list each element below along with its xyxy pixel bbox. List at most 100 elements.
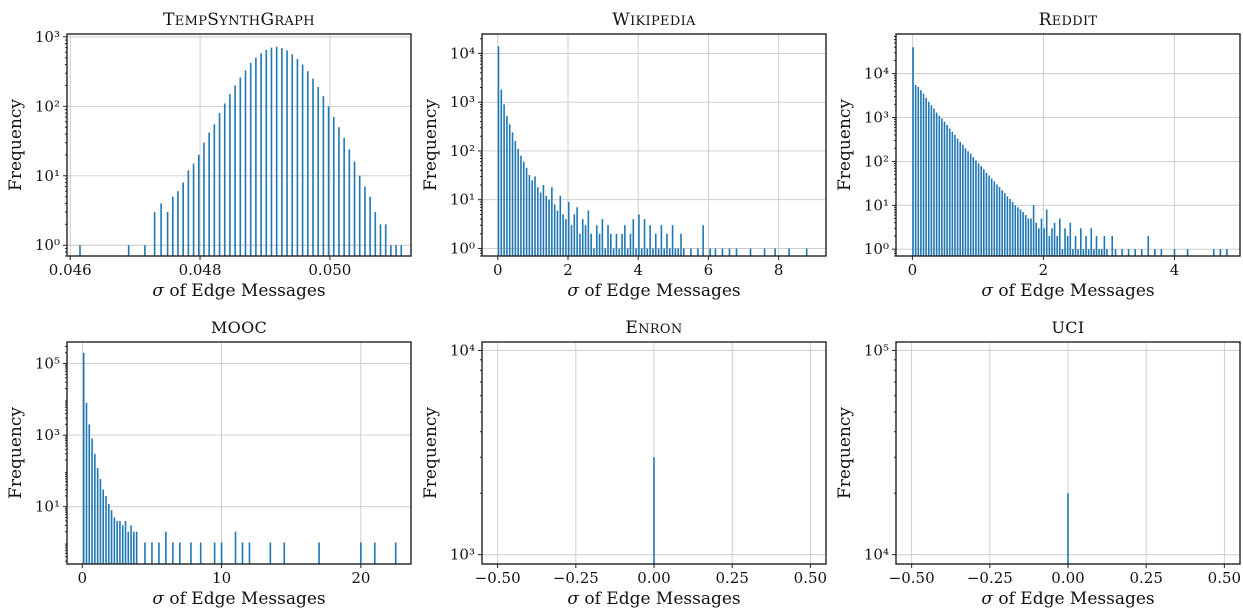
histogram-bar bbox=[312, 78, 314, 256]
histogram-bar bbox=[1082, 249, 1085, 256]
histogram-bar bbox=[988, 175, 990, 256]
histogram-bar bbox=[624, 225, 626, 256]
histogram-bar bbox=[220, 542, 223, 564]
x-axis-label: σ of Edge Messages bbox=[981, 589, 1154, 609]
subplot-title: WIKIPEDIA bbox=[612, 10, 696, 30]
histogram-bar bbox=[218, 113, 221, 256]
histogram-bar bbox=[1093, 249, 1095, 256]
axes-frame bbox=[66, 341, 412, 565]
y-axis-label: Frequency bbox=[835, 99, 855, 191]
histogram-bar bbox=[728, 248, 731, 256]
y-axis-label: Frequency bbox=[421, 407, 441, 499]
histogram-bar bbox=[265, 49, 268, 257]
histogram-bar bbox=[534, 176, 536, 256]
histogram-bar bbox=[506, 116, 508, 256]
histogram-bar bbox=[1051, 228, 1053, 256]
x-axis-label: σ of Edge Messages bbox=[567, 281, 740, 301]
histogram-bar bbox=[788, 248, 790, 256]
y-tick-label: 10⁰ bbox=[35, 236, 60, 254]
histogram-bar bbox=[105, 495, 107, 564]
histogram-bar bbox=[1095, 235, 1098, 256]
histogram-bar bbox=[166, 212, 169, 256]
histogram-bar bbox=[654, 233, 657, 256]
histogram-bar bbox=[281, 48, 283, 256]
histogram-bar bbox=[714, 248, 717, 256]
y-tick-label: 10² bbox=[35, 97, 60, 115]
histogram-bar bbox=[364, 186, 366, 256]
histogram-bar bbox=[542, 185, 545, 256]
histogram-bar bbox=[553, 204, 556, 256]
histogram-bar bbox=[177, 191, 179, 256]
histogram-bar bbox=[343, 138, 345, 256]
histogram-bar bbox=[208, 132, 210, 256]
histogram-bar bbox=[127, 245, 130, 256]
histogram-bar bbox=[638, 214, 640, 256]
histogram-bar bbox=[666, 233, 668, 256]
y-axis-label: Frequency bbox=[835, 407, 855, 499]
histogram-bar bbox=[400, 245, 403, 256]
histogram-bar bbox=[497, 46, 500, 256]
histogram-bar bbox=[322, 96, 325, 257]
x-tick-label: 0.046 bbox=[49, 261, 92, 279]
histogram-bar bbox=[503, 104, 505, 257]
histogram-bar bbox=[500, 89, 503, 256]
histogram-bar bbox=[116, 520, 118, 564]
histogram-bar bbox=[951, 131, 954, 256]
histogram-bar bbox=[774, 248, 776, 256]
histogram-bar bbox=[548, 199, 550, 256]
histogram-bar bbox=[1059, 218, 1061, 256]
histogram-bar bbox=[610, 233, 612, 256]
histogram-bar bbox=[286, 50, 288, 257]
y-tick-label: 10⁴ bbox=[450, 44, 475, 62]
histogram-bar bbox=[248, 542, 251, 564]
histogram-bar bbox=[1066, 235, 1069, 256]
histogram-bar bbox=[1226, 249, 1228, 256]
histogram-bar bbox=[697, 248, 699, 256]
histogram-bar bbox=[1098, 249, 1100, 256]
histogram-bar bbox=[187, 170, 190, 256]
histogram-bar bbox=[234, 85, 236, 256]
histogram-bar bbox=[690, 248, 692, 256]
histogram-bar bbox=[562, 214, 564, 256]
histogram-bar bbox=[85, 402, 88, 564]
histogram-bar bbox=[79, 245, 81, 256]
histogram-bar bbox=[522, 161, 525, 256]
histogram-bar bbox=[360, 542, 362, 564]
histogram-bar bbox=[925, 97, 927, 257]
histogram-bar bbox=[153, 212, 156, 256]
subplot-title: TEMPSYNTHGRAPH bbox=[163, 10, 315, 30]
histogram-bar bbox=[938, 115, 941, 257]
y-tick-label: 10¹ bbox=[35, 498, 60, 516]
axes-frame bbox=[481, 33, 827, 257]
histogram-bar bbox=[948, 128, 951, 256]
histogram-bar bbox=[975, 160, 977, 256]
histogram-bar bbox=[172, 542, 174, 564]
histogram-bar bbox=[590, 233, 592, 256]
histogram-bar bbox=[229, 94, 231, 256]
histogram-bar bbox=[394, 542, 397, 564]
histogram-bar bbox=[643, 219, 646, 256]
histogram-bar bbox=[1038, 228, 1040, 256]
histogram-bar bbox=[249, 63, 252, 256]
histogram-bar bbox=[573, 214, 576, 256]
histogram-bar bbox=[640, 248, 643, 256]
subplot-enron: −0.50 −0.25 0.00 0.25 0.50 10³ 10⁴ ENRON σ of Ed… bbox=[421, 318, 827, 609]
x-tick-label: 10 bbox=[212, 569, 231, 587]
y-axis-label: Frequency bbox=[6, 407, 26, 499]
histogram-bar bbox=[197, 154, 200, 256]
histogram-bar bbox=[127, 531, 130, 564]
histogram-bar bbox=[528, 175, 531, 256]
histogram-bar bbox=[702, 225, 704, 256]
histogram-bar bbox=[657, 248, 660, 256]
histogram-bar bbox=[967, 151, 969, 256]
histogram-bar bbox=[1024, 215, 1027, 256]
histogram-bar bbox=[922, 93, 925, 257]
histogram-bar bbox=[1079, 228, 1082, 256]
histogram-bar bbox=[615, 233, 618, 256]
y-tick-label: 10³ bbox=[450, 546, 475, 564]
histogram-bar bbox=[652, 248, 654, 256]
histogram-bar bbox=[927, 101, 930, 257]
histogram-bar bbox=[1147, 235, 1150, 256]
histogram-bar bbox=[579, 233, 581, 256]
histogram-bar bbox=[545, 195, 548, 256]
